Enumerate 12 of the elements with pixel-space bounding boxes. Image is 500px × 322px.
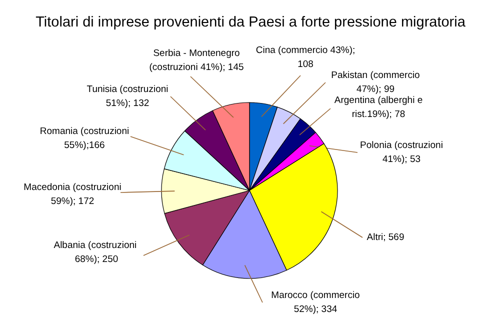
slice-label: Cina (commercio 43%); 108 [256, 45, 356, 70]
slice-label: Marocco (commercio 52%); 334 [271, 290, 360, 315]
chart-title: Titolari di imprese provenienti da Paesi a forte pressione migratoria [36, 14, 466, 30]
slice-label: Altri; 569 [366, 232, 404, 243]
slice-label: Argentina (alberghi e rist.19%); 78 [334, 95, 423, 120]
slice-label: Albania (costruzioni 68%); 250 [54, 240, 137, 265]
slice-label: Pakistan (commercio 47%); 99 [331, 70, 420, 95]
slice-label: Macedonia (costruzioni 59%); 172 [24, 182, 122, 207]
slice-label: Serbia - Montenegro (costruzioni 41%); 145 [149, 48, 244, 73]
slice-label: Tunisia (costruzioni 51%); 132 [86, 84, 168, 109]
slice-label: Romania (costruzioni 55%);166 [40, 126, 130, 151]
slice-label: Polonia (costruzioni 41%); 53 [360, 140, 443, 165]
